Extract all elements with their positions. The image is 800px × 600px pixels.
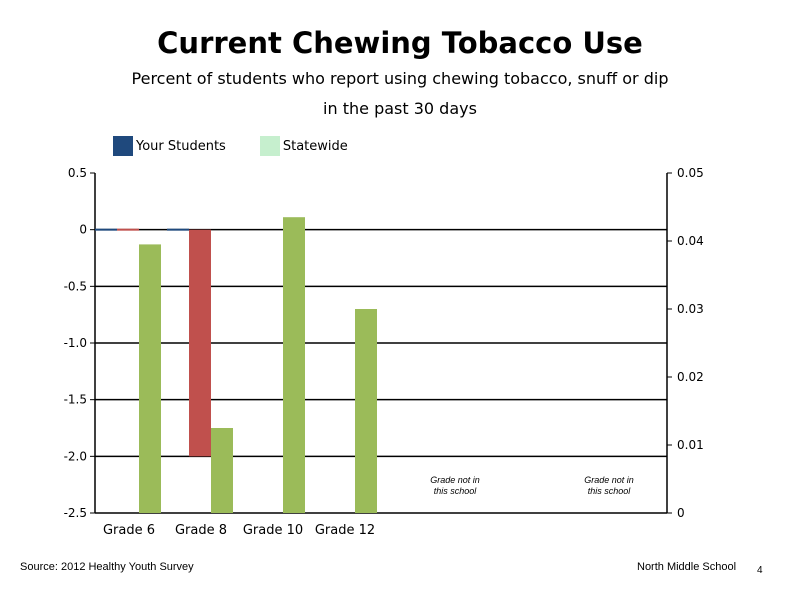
right-tick-label: 0.02	[677, 370, 704, 384]
right-tick-label: 0.03	[677, 302, 704, 316]
bar-red	[117, 228, 139, 231]
category-label: Grade 10	[243, 523, 303, 538]
legend-label-statewide: Statewide	[282, 138, 348, 154]
left-tick-label: -1.0	[64, 336, 87, 350]
right-tick-label: 0	[677, 506, 685, 520]
category-label: Grade 8	[175, 523, 227, 538]
left-tick-label: 0	[79, 223, 87, 237]
right-tick-label: 0.05	[677, 166, 704, 180]
chart-subtitle: Percent of students who report using che…	[100, 64, 700, 124]
subtitle-line-2: in the past 30 days	[323, 99, 477, 118]
legend-item-your-students: Your Students	[113, 136, 226, 156]
annotation-line-1: Grade not in	[584, 475, 634, 485]
left-tick-label: -2.5	[64, 506, 87, 520]
left-tick-label: -1.5	[64, 393, 87, 407]
bar-your-students	[167, 228, 189, 231]
left-tick-label: -0.5	[64, 279, 87, 293]
bar-your-students	[95, 228, 117, 231]
annotation-line-2: this school	[588, 486, 632, 496]
chart-title: Current Chewing Tobacco Use	[157, 26, 643, 60]
page-number: 4	[757, 565, 763, 576]
right-tick-label: 0.01	[677, 438, 704, 452]
legend-swatch-statewide	[259, 136, 280, 156]
school-name: North Middle School	[637, 561, 737, 573]
bar-statewide	[139, 244, 161, 513]
left-tick-label: -2.0	[64, 449, 87, 463]
bar-statewide	[211, 428, 233, 513]
legend-swatch-your-students	[113, 136, 133, 156]
legend-label-your-students: Your Students	[136, 138, 226, 154]
right-tick-label: 0.04	[677, 234, 704, 248]
source-note: Source: 2012 Healthy Youth Survey	[20, 561, 194, 573]
bar-statewide	[355, 309, 377, 513]
chart-legend: Your Students Statewide	[113, 136, 382, 156]
category-label: Grade 6	[103, 523, 155, 538]
annotation-line-1: Grade not in	[430, 475, 480, 485]
bar-statewide	[283, 217, 305, 513]
legend-item-statewide: Statewide	[259, 136, 348, 156]
bar-red	[189, 229, 211, 457]
annotation-line-2: this school	[434, 486, 478, 496]
left-tick-label: 0.5	[68, 166, 87, 180]
category-label: Grade 12	[315, 523, 375, 538]
subtitle-line-1: Percent of students who report using che…	[131, 69, 669, 88]
